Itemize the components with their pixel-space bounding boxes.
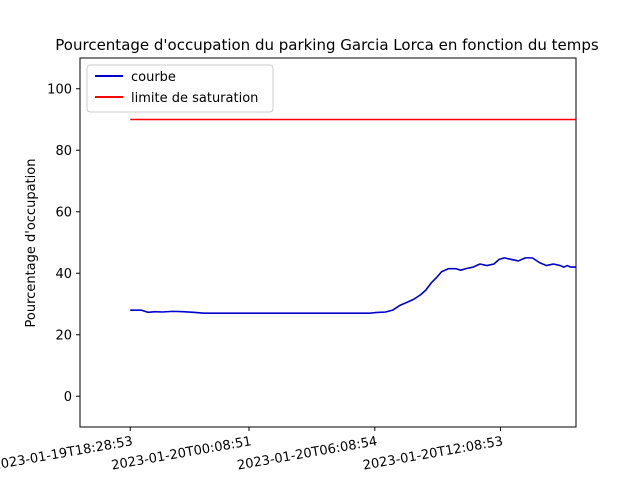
y-tick-label-100: 100 — [47, 82, 72, 97]
y-tick-label-0: 0 — [64, 390, 72, 405]
y-axis-label: Pourcentage d'occupation — [24, 159, 39, 328]
y-tick-label-80: 80 — [55, 144, 72, 159]
y-tick-label-20: 20 — [55, 328, 72, 343]
y-tick-label-40: 40 — [55, 267, 72, 282]
plot-frame — [79, 57, 577, 428]
legend-box — [86, 64, 274, 113]
chart-title: Pourcentage d'occupation du parking Garc… — [55, 36, 599, 54]
legend: courbe limite de saturation — [86, 64, 274, 113]
series-layer — [130, 118, 576, 315]
legend-label-courbe: courbe — [131, 70, 176, 85]
series-line-courbe — [130, 257, 576, 315]
y-tick-label-60: 60 — [55, 205, 72, 220]
y-axis-ticks: 0 20 40 60 80 100 — [47, 82, 80, 405]
legend-label-limite-de-saturation: limite de saturation — [131, 91, 258, 106]
